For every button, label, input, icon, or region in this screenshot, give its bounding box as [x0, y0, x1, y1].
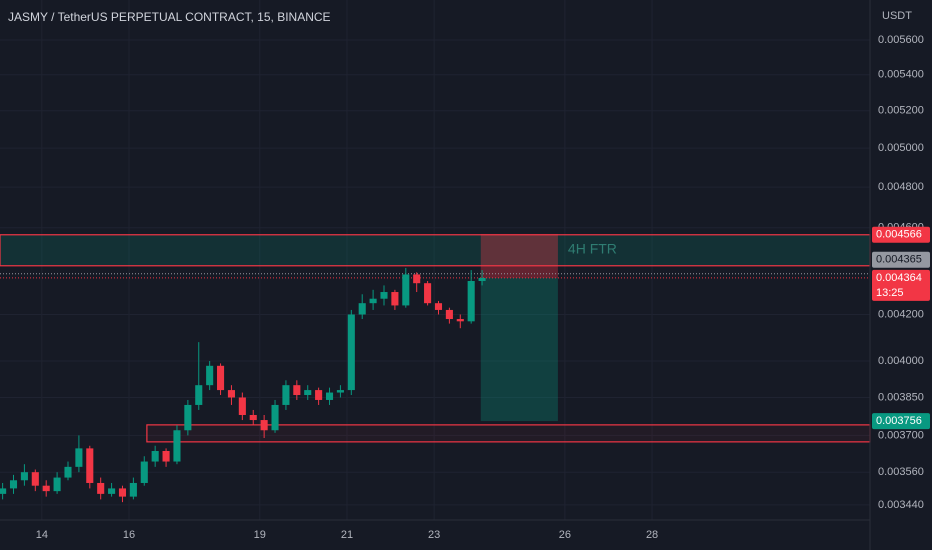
- candle-body: [151, 450, 159, 462]
- chart-title: JASMY / TetherUS PERPETUAL CONTRACT, 15,…: [8, 10, 331, 24]
- countdown: 13:25: [876, 287, 904, 299]
- y-tick-label: 0.004800: [878, 181, 924, 193]
- candle-body: [467, 281, 475, 322]
- candle-body: [445, 309, 453, 320]
- candle-body: [380, 292, 388, 299]
- y-tick-label: 0.004000: [878, 355, 924, 367]
- target-area: [480, 277, 558, 422]
- y-tick-label: 0.004200: [878, 308, 924, 320]
- stop-area: [480, 233, 558, 278]
- y-tick-label: 0.003850: [878, 391, 924, 403]
- candle-body: [413, 274, 421, 284]
- annotation: 4H FTR: [568, 241, 617, 257]
- candle-body: [271, 404, 279, 431]
- y-tick-label: 0.005000: [878, 142, 924, 154]
- candle-body: [282, 385, 290, 405]
- candle-body: [184, 404, 192, 431]
- x-tick-label: 14: [36, 529, 48, 541]
- candle-body: [31, 472, 39, 486]
- candle-body: [227, 390, 235, 398]
- last-price-box: [872, 269, 930, 301]
- zone-price: 0.004566: [876, 229, 922, 241]
- candle-body: [347, 314, 355, 391]
- candle-body: [391, 292, 399, 306]
- y-tick-label: 0.005400: [878, 69, 924, 81]
- candle-body: [424, 283, 432, 304]
- candle-body: [42, 485, 50, 492]
- x-tick-label: 23: [428, 529, 440, 541]
- x-tick-label: 26: [559, 529, 571, 541]
- candle-body: [206, 365, 214, 386]
- target-price: 0.003756: [876, 415, 922, 427]
- candle-body: [0, 488, 7, 494]
- last-price: 0.004364: [876, 272, 922, 284]
- candle-body: [478, 277, 486, 282]
- line-price-box: [872, 251, 930, 268]
- candle-body: [140, 461, 148, 483]
- candle-body: [260, 420, 268, 431]
- candle-body: [195, 385, 203, 405]
- candle-body: [129, 482, 137, 497]
- zone-price-box: [872, 226, 930, 243]
- candle-body: [369, 298, 377, 304]
- x-tick-label: 19: [254, 529, 266, 541]
- currency-label: USDT: [882, 10, 912, 22]
- candle-body: [162, 450, 170, 462]
- candle-body: [456, 319, 464, 322]
- line-price: 0.004365: [876, 254, 922, 266]
- candle-body: [86, 448, 94, 483]
- candle-body: [315, 390, 323, 400]
- y-tick-label: 0.005600: [878, 34, 924, 46]
- y-tick-label: 0.003560: [878, 466, 924, 478]
- candle-body: [336, 390, 344, 393]
- target-price-box: [872, 413, 930, 430]
- candle-body: [304, 390, 312, 396]
- candle-body: [53, 477, 61, 492]
- candle-body: [325, 392, 334, 400]
- x-tick-label: 16: [123, 529, 135, 541]
- candle-body: [64, 466, 72, 478]
- candle-body: [9, 480, 18, 489]
- candle-body: [293, 385, 301, 396]
- candle-body: [75, 448, 83, 467]
- y-tick-label: 0.003700: [878, 429, 924, 441]
- y-tick-label: 0.005200: [878, 105, 924, 117]
- candle-body: [238, 397, 246, 415]
- candle-body: [358, 303, 366, 315]
- candle-body: [173, 430, 181, 462]
- candle-body: [20, 472, 28, 481]
- candle-body: [97, 482, 105, 494]
- zone: [0, 234, 871, 267]
- candle-body: [217, 365, 225, 391]
- candles: [0, 267, 486, 503]
- candle-body: [249, 414, 257, 421]
- candle-body: [118, 488, 127, 497]
- candle-body: [434, 303, 443, 310]
- x-tick-label: 28: [646, 529, 658, 541]
- candle-body: [402, 274, 410, 306]
- overlays: 4H FTR: [0, 233, 871, 443]
- zone: [146, 424, 871, 443]
- candle-body: [108, 488, 116, 494]
- y-tick-label: 0.003440: [878, 499, 924, 511]
- x-tick-label: 21: [341, 529, 353, 541]
